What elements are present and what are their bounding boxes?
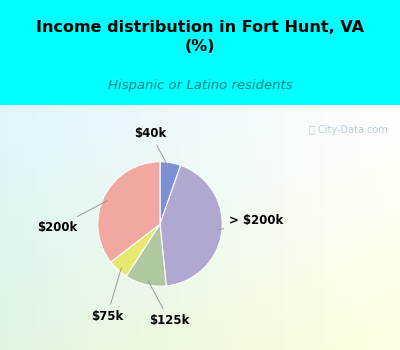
Text: $40k: $40k — [134, 127, 168, 166]
Text: Hispanic or Latino residents: Hispanic or Latino residents — [108, 79, 292, 92]
Text: $125k: $125k — [148, 281, 190, 327]
Text: > $200k: > $200k — [218, 215, 284, 230]
Wedge shape — [160, 162, 181, 224]
Text: ⓘ City-Data.com: ⓘ City-Data.com — [309, 125, 388, 135]
Wedge shape — [160, 165, 222, 286]
Wedge shape — [111, 224, 160, 276]
Wedge shape — [98, 162, 160, 262]
Text: Income distribution in Fort Hunt, VA
(%): Income distribution in Fort Hunt, VA (%) — [36, 20, 364, 54]
Text: $75k: $75k — [91, 268, 123, 323]
Text: $200k: $200k — [37, 201, 107, 233]
Wedge shape — [126, 224, 166, 286]
